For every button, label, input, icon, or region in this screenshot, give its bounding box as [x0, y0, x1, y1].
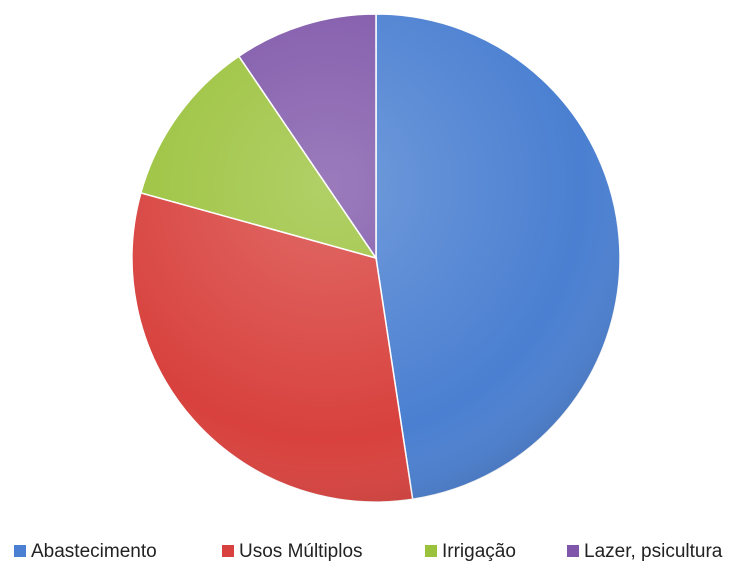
- legend-swatch: [14, 545, 26, 557]
- legend-label: Usos Múltiplos: [239, 541, 363, 562]
- legend-label: Lazer, psicultura: [584, 541, 723, 562]
- pie-slice: [375, 13, 621, 501]
- legend-label: Abastecimento: [31, 541, 157, 562]
- legend-swatch: [425, 545, 437, 557]
- legend-label: Irrigação: [442, 541, 516, 562]
- legend-swatch: [222, 545, 234, 557]
- legend-swatch: [567, 545, 579, 557]
